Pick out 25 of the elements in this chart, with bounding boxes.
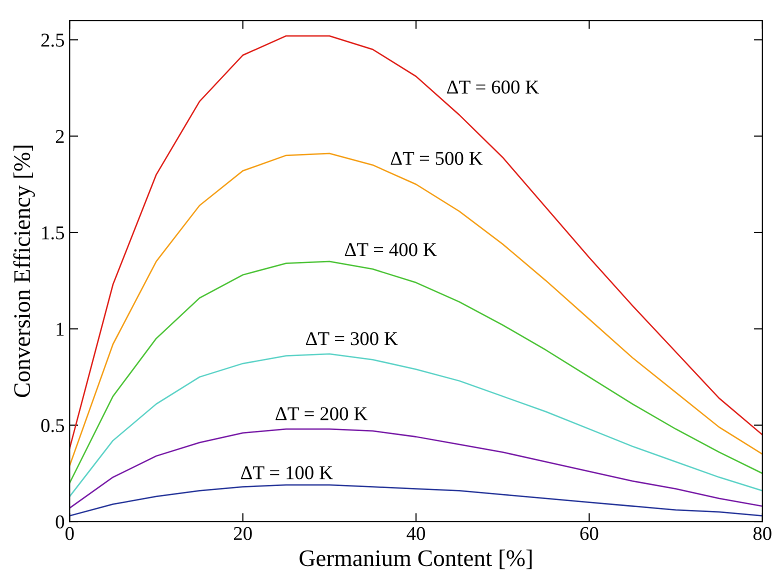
- series-label: ΔT = 300 K: [306, 332, 398, 346]
- series-label: ΔT = 100 K: [240, 466, 333, 480]
- line-series: [70, 353, 762, 498]
- x-axis-title: Germanium Content [%]: [300, 550, 532, 570]
- line-series: [70, 484, 762, 516]
- y-tick-label: 0.5: [41, 419, 64, 432]
- x-tick-label: 60: [580, 526, 598, 540]
- y-tick-label: 1.5: [42, 226, 64, 240]
- y-tick-label: 2.5: [41, 34, 64, 47]
- line-series: [70, 428, 762, 509]
- y-tick-label: 2: [56, 130, 64, 143]
- series-label: ΔT = 200 K: [276, 407, 368, 420]
- line-series: [70, 152, 762, 466]
- line-series: [70, 260, 762, 484]
- y-tick-label: 0: [56, 515, 64, 528]
- series-label: ΔT = 600 K: [447, 80, 539, 94]
- x-tick-label: 80: [753, 526, 772, 540]
- y-axis-title: Conversion Efficiency [%]: [13, 146, 35, 398]
- y-tick-label: 1: [56, 322, 64, 336]
- line-series: [70, 35, 762, 450]
- series-label: ΔT = 400 K: [344, 243, 437, 256]
- series-label: ΔT = 500 K: [390, 152, 483, 165]
- x-tick-label: 20: [234, 526, 252, 540]
- x-tick-label: 0: [66, 526, 74, 540]
- x-tick-label: 40: [406, 526, 426, 540]
